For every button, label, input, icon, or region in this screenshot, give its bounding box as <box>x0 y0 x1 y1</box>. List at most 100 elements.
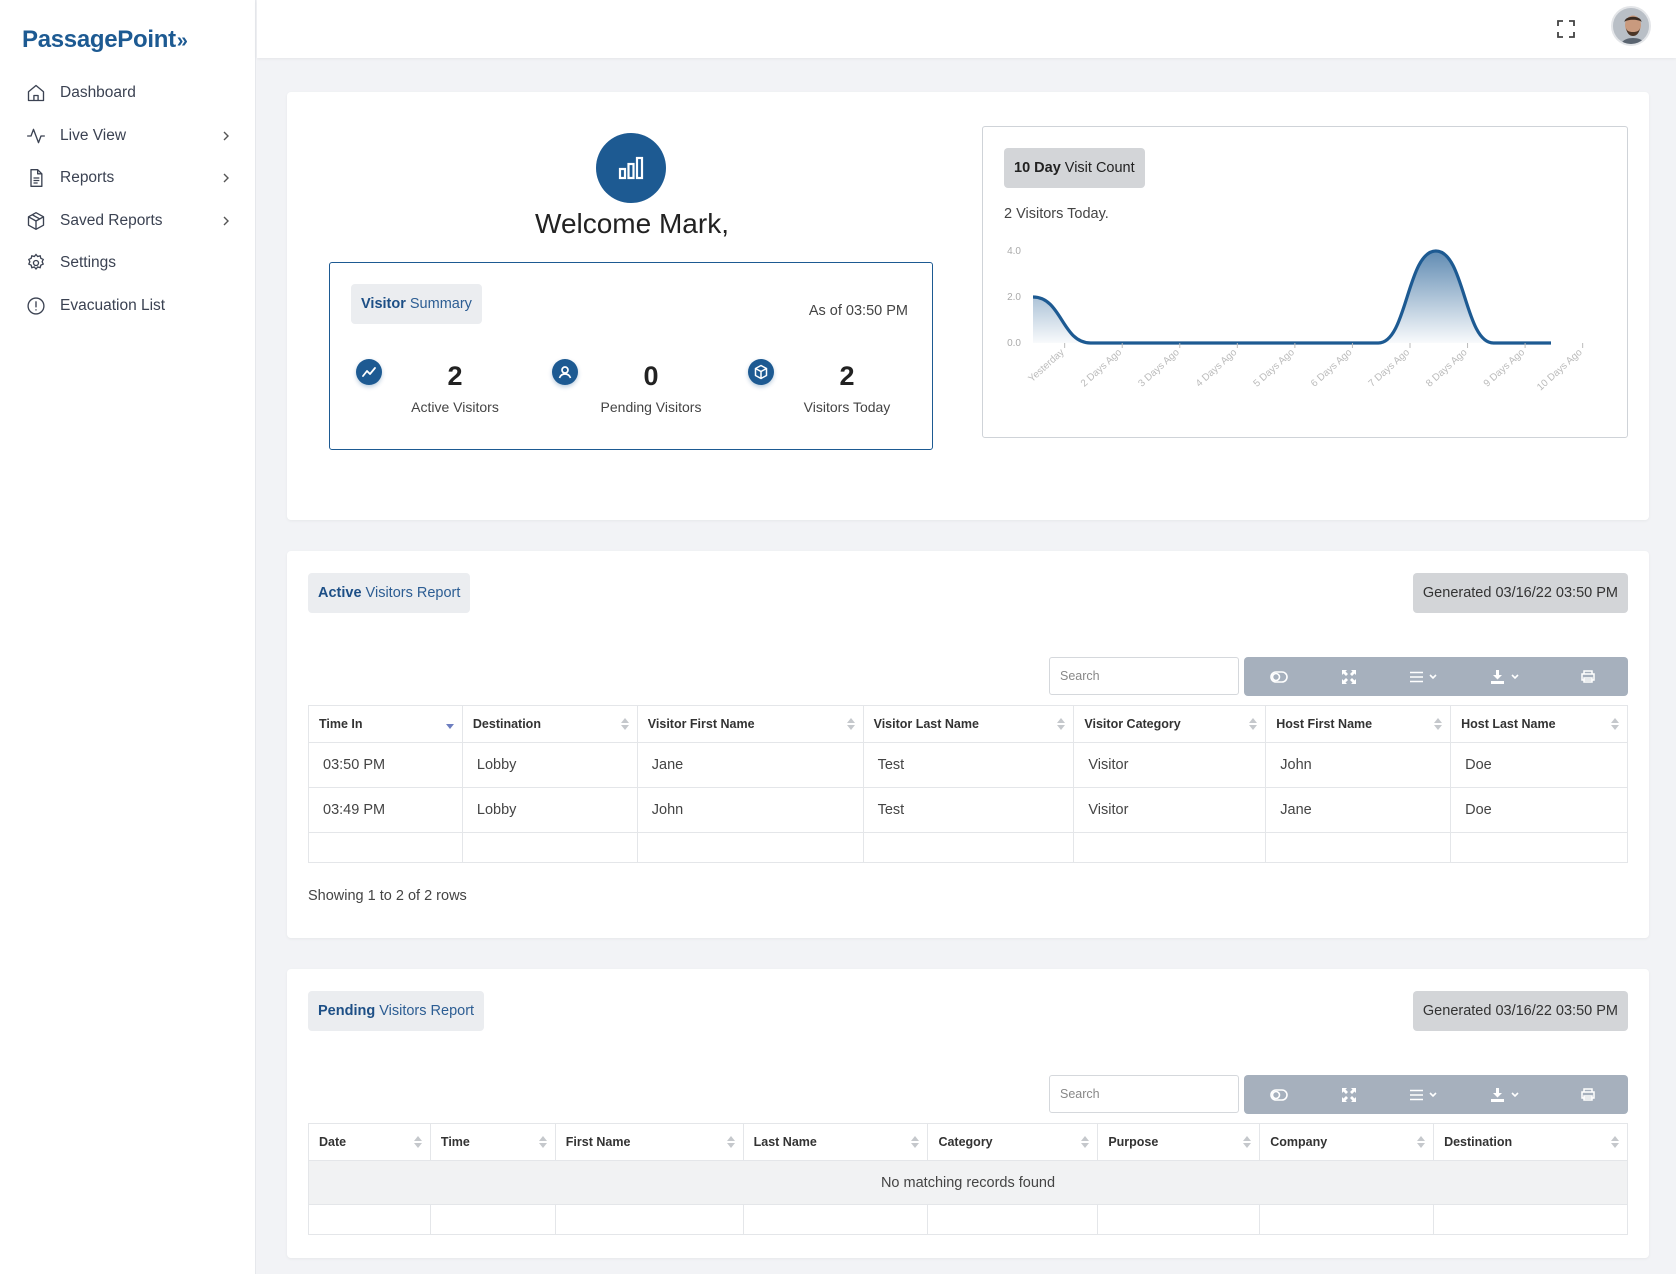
toggle-view-button[interactable] <box>1244 1075 1314 1114</box>
generated-badge: Generated 03/16/22 03:50 PM <box>1412 991 1628 1031</box>
bar-chart-icon <box>618 156 644 180</box>
column-header-label: Host Last Name <box>1461 717 1556 731</box>
visitor-summary-panel: Visitor Summary As of 03:50 PM 2 Active … <box>329 262 933 450</box>
top-bar <box>257 0 1676 58</box>
logo-chevrons: » <box>176 30 188 52</box>
report-title: Active Visitors Report <box>308 573 471 613</box>
column-header-time-in[interactable]: Time In <box>308 705 463 743</box>
columns-icon <box>1410 671 1437 682</box>
sidebar-item-label: Reports <box>60 169 115 187</box>
export-dropdown-button[interactable] <box>1464 657 1548 696</box>
fullscreen-button[interactable] <box>1546 15 1586 43</box>
x-tick-label: 6 Days Ago <box>1309 347 1355 390</box>
table-cell: John <box>636 787 864 833</box>
sidebar-item-dashboard[interactable]: Dashboard <box>0 72 256 115</box>
column-header-host-first-name[interactable]: Host First Name <box>1265 705 1452 743</box>
sidebar-item-reports[interactable]: Reports <box>0 157 256 200</box>
report-title-bold: Pending <box>318 1003 376 1019</box>
pending-visitors-report-card: Pending Visitors Report Generated 03/16/… <box>287 969 1649 1258</box>
sort-icon <box>846 718 855 730</box>
search-input[interactable] <box>1049 1075 1239 1113</box>
toggle-view-button[interactable] <box>1244 657 1314 696</box>
column-header-first-name[interactable]: First Name <box>554 1123 744 1161</box>
column-header-last-name[interactable]: Last Name <box>742 1123 929 1161</box>
visit-count-chart: 4.0 2.0 0.0 Yesterday 2 Days Ago 3 Days Ago 4… <box>1007 246 1585 393</box>
alert-circle-icon <box>25 295 47 317</box>
table-cell: Doe <box>1450 742 1628 788</box>
column-header-purpose[interactable]: Purpose <box>1097 1123 1261 1161</box>
table-cell: 03:49 PM <box>308 787 463 833</box>
table-cell: Visitor <box>1073 742 1267 788</box>
search-input[interactable] <box>1049 657 1239 695</box>
report-title-rest: Visitors Report <box>361 585 461 601</box>
table-filler-row <box>308 1204 1628 1235</box>
box-icon <box>25 210 47 232</box>
chart-title-bold: 10 Day <box>1014 160 1061 176</box>
table-cell: Jane <box>636 742 864 788</box>
sort-icon <box>1611 1136 1619 1148</box>
no-records-message: No matching records found <box>308 1160 1628 1205</box>
welcome-card: Welcome Mark, Visitor Summary As of 03:5… <box>287 92 1649 520</box>
column-header-label: Destination <box>1444 1135 1513 1149</box>
sort-icon <box>1243 1136 1252 1148</box>
table-header-row: Time In Destination Visitor First Name V… <box>308 705 1628 743</box>
fullscreen-button[interactable] <box>1314 1075 1384 1114</box>
sort-icon <box>1057 718 1066 730</box>
report-title: Pending Visitors Report <box>308 991 485 1031</box>
empty-row: No matching records found <box>308 1160 1628 1205</box>
column-header-destination[interactable]: Destination <box>1433 1123 1628 1161</box>
stat-label: Active Visitors <box>411 399 499 415</box>
table-row[interactable]: 03:50 PM Lobby Jane Test Visitor John Do… <box>308 742 1628 788</box>
x-tick-label: 7 Days Ago <box>1367 347 1413 390</box>
table-toolbar <box>1244 1075 1628 1114</box>
export-dropdown-button[interactable] <box>1464 1075 1548 1114</box>
document-icon <box>25 167 47 189</box>
table-cell: Visitor <box>1073 787 1267 833</box>
stat-value: 2 <box>839 361 855 391</box>
report-title-rest: Visitors Report <box>375 1003 475 1019</box>
sidebar-item-live-view[interactable]: Live View <box>0 115 256 158</box>
stat-label: Visitors Today <box>803 399 891 415</box>
export-icon <box>1491 669 1519 684</box>
columns-dropdown-button[interactable] <box>1384 1075 1464 1114</box>
column-header-visitor-last-name[interactable]: Visitor Last Name <box>862 705 1075 743</box>
column-header-destination[interactable]: Destination <box>461 705 638 743</box>
columns-dropdown-button[interactable] <box>1384 657 1464 696</box>
table-toolbar <box>1244 657 1628 696</box>
sort-icon <box>1081 1136 1090 1148</box>
column-header-label: Date <box>319 1135 347 1149</box>
column-header-label: Purpose <box>1108 1135 1159 1149</box>
chevron-right-icon <box>220 172 232 184</box>
fullscreen-button[interactable] <box>1314 657 1384 696</box>
column-header-time[interactable]: Time <box>429 1123 556 1161</box>
column-header-date[interactable]: Date <box>308 1123 431 1161</box>
column-header-label: Host First Name <box>1276 717 1373 731</box>
avatar[interactable] <box>1611 6 1651 46</box>
print-icon <box>1581 1088 1595 1101</box>
report-title-bold: Active <box>318 585 362 601</box>
sidebar-item-label: Saved Reports <box>60 211 163 229</box>
sidebar-item-label: Dashboard <box>60 84 136 102</box>
column-header-company[interactable]: Company <box>1259 1123 1435 1161</box>
pagination-info: Showing 1 to 2 of 2 rows <box>308 888 467 904</box>
sort-icon <box>538 1136 547 1148</box>
logo[interactable]: PassagePoint» <box>22 26 188 54</box>
user-icon <box>552 359 578 385</box>
sidebar-item-evacuation-list[interactable]: Evacuation List <box>0 285 256 328</box>
column-header-category[interactable]: Category <box>927 1123 1099 1161</box>
table-cell: 03:50 PM <box>308 742 463 788</box>
export-icon <box>1491 1087 1519 1102</box>
sidebar-item-settings[interactable]: Settings <box>0 242 256 285</box>
column-header-visitor-category[interactable]: Visitor Category <box>1073 705 1267 743</box>
summary-title-rest: Summary <box>405 296 472 312</box>
columns-icon <box>1410 1089 1437 1100</box>
table-row[interactable]: 03:49 PM Lobby John Test Visitor Jane Do… <box>308 787 1628 833</box>
column-header-host-last-name[interactable]: Host Last Name <box>1450 705 1628 743</box>
column-header-visitor-first-name[interactable]: Visitor First Name <box>636 705 864 743</box>
trend-icon <box>356 359 382 385</box>
sidebar-item-saved-reports[interactable]: Saved Reports <box>0 200 256 243</box>
table-header-row: Date Time First Name Last Name Category … <box>308 1123 1628 1161</box>
print-button[interactable] <box>1548 1075 1628 1114</box>
column-header-label: Company <box>1270 1135 1328 1149</box>
print-button[interactable] <box>1548 657 1628 696</box>
